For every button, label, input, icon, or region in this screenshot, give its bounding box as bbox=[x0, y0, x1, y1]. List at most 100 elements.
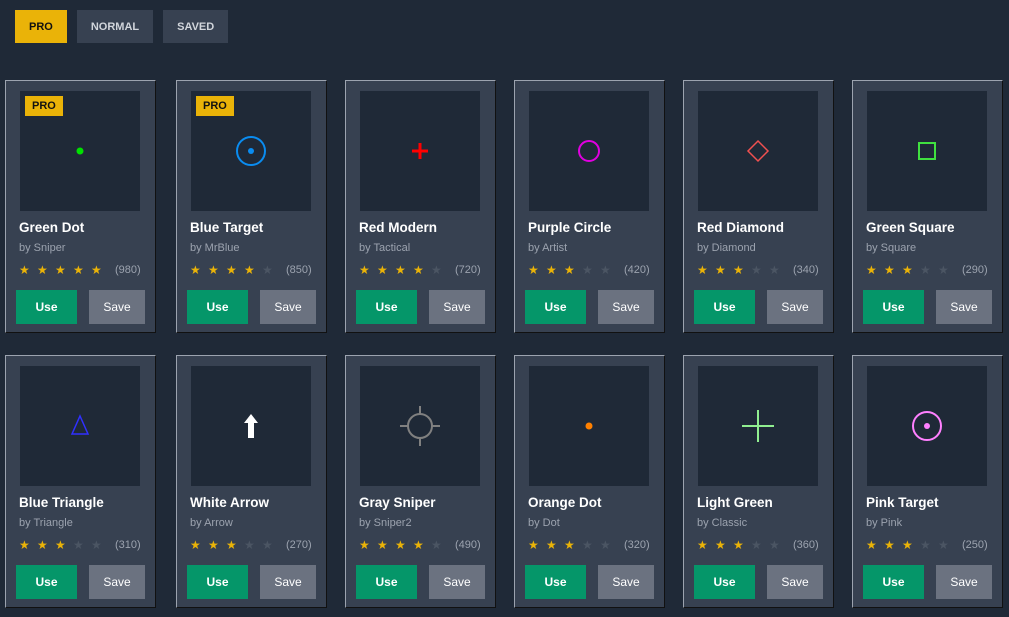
star-icon: ★ bbox=[19, 263, 30, 277]
star-icon: ★ bbox=[751, 538, 762, 552]
use-button[interactable]: Use bbox=[525, 290, 586, 324]
tab-normal[interactable]: NORMAL bbox=[76, 10, 154, 43]
star-icon: ★ bbox=[528, 263, 539, 277]
star-icon: ★ bbox=[19, 538, 30, 552]
star-icon: ★ bbox=[866, 263, 877, 277]
save-button[interactable]: Save bbox=[89, 290, 145, 324]
use-button[interactable]: Use bbox=[16, 565, 77, 599]
ticks-shape bbox=[400, 406, 440, 446]
star-icon: ★ bbox=[920, 263, 931, 277]
star-icon: ★ bbox=[733, 263, 744, 277]
crosshair-name: Purple Circle bbox=[528, 220, 612, 235]
crosshair-preview bbox=[867, 91, 987, 211]
save-button[interactable]: Save bbox=[429, 565, 485, 599]
crosshair-name: Blue Target bbox=[190, 220, 264, 235]
dot-shape bbox=[585, 422, 593, 430]
tab-saved[interactable]: SAVED bbox=[163, 10, 229, 43]
pro-badge: PRO bbox=[196, 96, 234, 116]
save-button[interactable]: Save bbox=[936, 565, 992, 599]
cross-shape bbox=[742, 410, 774, 442]
star-icon: ★ bbox=[395, 538, 406, 552]
star-icon: ★ bbox=[733, 538, 744, 552]
crosshair-card: Blue Triangle by Triangle ★ ★ ★ ★ ★ (310) Use… bbox=[5, 355, 156, 608]
save-button[interactable]: Save bbox=[598, 290, 654, 324]
save-button[interactable]: Save bbox=[89, 565, 145, 599]
save-button[interactable]: Save bbox=[598, 565, 654, 599]
use-button[interactable]: Use bbox=[16, 290, 77, 324]
star-icon: ★ bbox=[431, 263, 442, 277]
star-icon: ★ bbox=[697, 263, 708, 277]
crosshair-card: Red Diamond by Diamond ★ ★ ★ ★ ★ (340) Use Sa… bbox=[683, 80, 834, 333]
star-icon: ★ bbox=[244, 263, 255, 277]
ring-shape bbox=[407, 413, 433, 439]
crosshair-preview bbox=[20, 366, 140, 486]
star-icon: ★ bbox=[55, 538, 66, 552]
star-icon: ★ bbox=[715, 263, 726, 277]
crosshair-name: Green Dot bbox=[19, 220, 85, 235]
save-button[interactable]: Save bbox=[767, 565, 823, 599]
crosshair-preview bbox=[191, 366, 311, 486]
save-button[interactable]: Save bbox=[936, 290, 992, 324]
crosshair-preview: PRO bbox=[20, 91, 140, 211]
crosshair-icon bbox=[412, 143, 428, 159]
use-button[interactable]: Use bbox=[187, 290, 248, 324]
crosshair-icon bbox=[236, 136, 266, 166]
use-button[interactable]: Use bbox=[694, 290, 755, 324]
crosshair-icon bbox=[70, 414, 90, 435]
star-icon: ★ bbox=[73, 263, 84, 277]
diamond-shape bbox=[746, 139, 770, 163]
use-button[interactable]: Use bbox=[694, 565, 755, 599]
use-button[interactable]: Use bbox=[525, 565, 586, 599]
rating-count: (720) bbox=[455, 264, 481, 276]
crosshair-author: by Square bbox=[866, 242, 917, 254]
star-icon: ★ bbox=[413, 263, 424, 277]
crosshair-icon bbox=[76, 147, 84, 155]
star-icon: ★ bbox=[73, 538, 84, 552]
crosshair-name: Green Square bbox=[866, 220, 955, 235]
save-button[interactable]: Save bbox=[260, 290, 316, 324]
rating-count: (420) bbox=[624, 264, 650, 276]
crosshair-name: Gray Sniper bbox=[359, 495, 436, 510]
crosshair-preview bbox=[360, 91, 480, 211]
star-icon: ★ bbox=[37, 263, 48, 277]
star-icon: ★ bbox=[600, 538, 611, 552]
ring-shape bbox=[236, 136, 266, 166]
crosshair-card: White Arrow by Arrow ★ ★ ★ ★ ★ (270) Use Save bbox=[176, 355, 327, 608]
crosshair-author: by Sniper2 bbox=[359, 517, 412, 529]
star-icon: ★ bbox=[55, 263, 66, 277]
star-icon: ★ bbox=[600, 263, 611, 277]
crosshair-name: Red Modern bbox=[359, 220, 438, 235]
pro-badge: PRO bbox=[25, 96, 63, 116]
use-button[interactable]: Use bbox=[863, 565, 924, 599]
star-icon: ★ bbox=[528, 538, 539, 552]
rating-count: (980) bbox=[115, 264, 141, 276]
star-icon: ★ bbox=[208, 538, 219, 552]
star-icon: ★ bbox=[546, 538, 557, 552]
crosshair-name: Pink Target bbox=[866, 495, 939, 510]
triangle-shape bbox=[70, 414, 90, 435]
rating: ★ ★ ★ ★ ★ (310) bbox=[19, 538, 141, 552]
star-icon: ★ bbox=[359, 263, 370, 277]
star-icon: ★ bbox=[920, 538, 931, 552]
circle-shape bbox=[578, 140, 600, 162]
crosshair-author: by Diamond bbox=[697, 242, 756, 254]
rating-count: (360) bbox=[793, 539, 819, 551]
tab-pro[interactable]: PRO bbox=[15, 10, 67, 43]
save-button[interactable]: Save bbox=[767, 290, 823, 324]
crosshair-preview bbox=[529, 366, 649, 486]
star-icon: ★ bbox=[938, 538, 949, 552]
crosshair-card: Red Modern by Tactical ★ ★ ★ ★ ★ (720) Use Sa… bbox=[345, 80, 496, 333]
crosshair-icon bbox=[244, 414, 258, 438]
crosshair-name: Orange Dot bbox=[528, 495, 602, 510]
use-button[interactable]: Use bbox=[356, 565, 417, 599]
save-button[interactable]: Save bbox=[260, 565, 316, 599]
crosshair-icon bbox=[400, 406, 440, 446]
save-button[interactable]: Save bbox=[429, 290, 485, 324]
use-button[interactable]: Use bbox=[187, 565, 248, 599]
use-button[interactable]: Use bbox=[356, 290, 417, 324]
star-icon: ★ bbox=[564, 263, 575, 277]
use-button[interactable]: Use bbox=[863, 290, 924, 324]
rating-count: (290) bbox=[962, 264, 988, 276]
rating: ★ ★ ★ ★ ★ (270) bbox=[190, 538, 312, 552]
star-icon: ★ bbox=[262, 538, 273, 552]
